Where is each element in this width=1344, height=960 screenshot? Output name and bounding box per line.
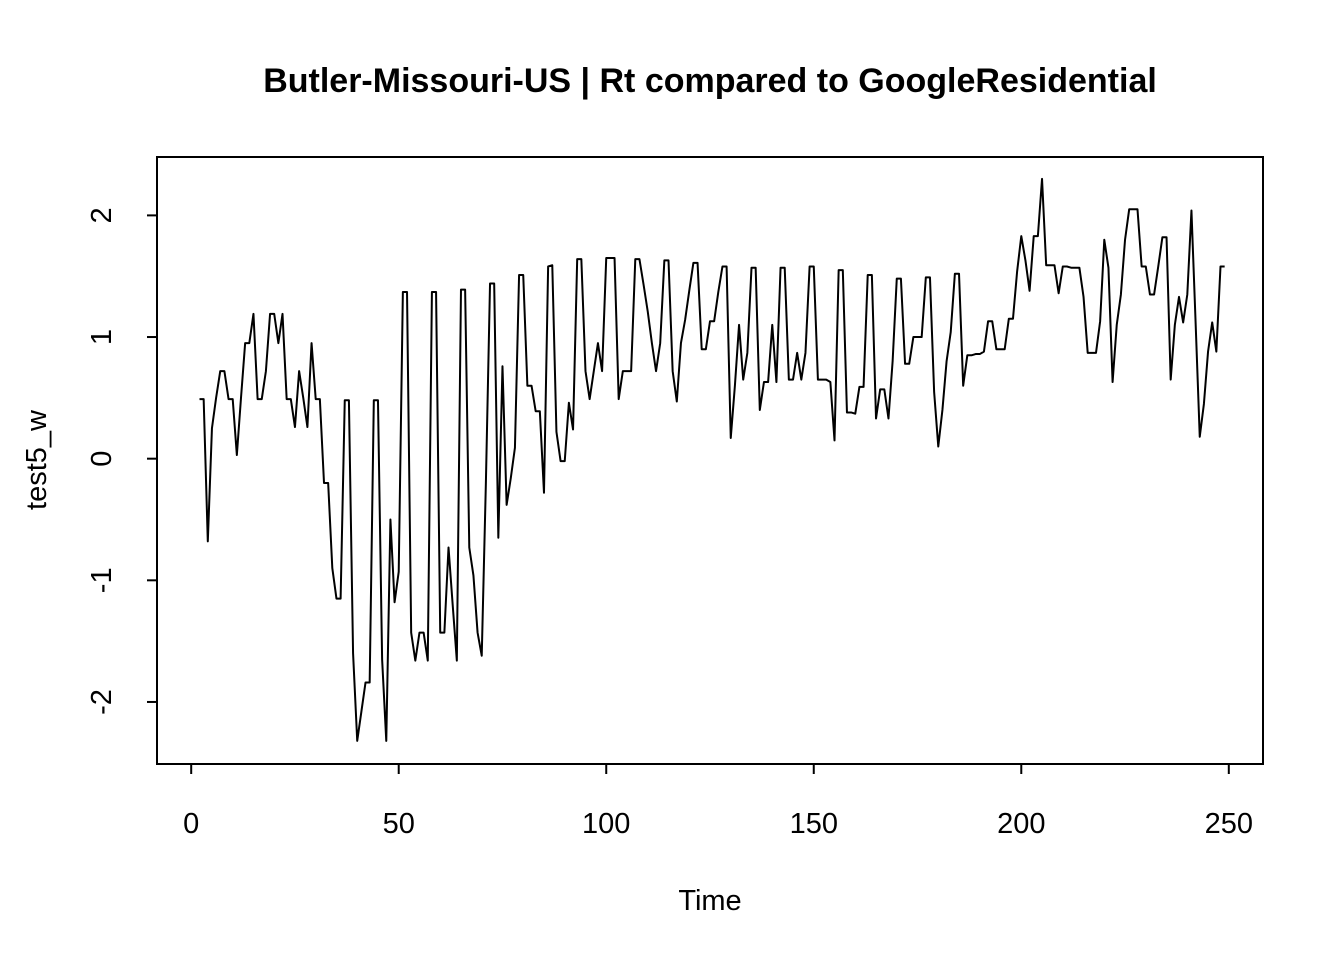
y-tick-label: 1: [86, 329, 118, 345]
y-axis: -2 -1 0 1 2: [86, 207, 158, 715]
y-tick-label: -2: [86, 689, 118, 715]
y-tick-label: 2: [86, 207, 118, 223]
x-tick-label: 200: [997, 808, 1045, 840]
x-tick-label: 250: [1205, 808, 1253, 840]
series-line-test5_w: [199, 177, 1225, 742]
chart-title: Butler-Missouri-US | Rt compared to Goog…: [263, 62, 1157, 100]
x-tick-label: 150: [790, 808, 838, 840]
y-tick-label: -1: [86, 567, 118, 593]
y-tick-label: 0: [86, 451, 118, 467]
x-tick-label: 100: [582, 808, 630, 840]
x-tick-label: 0: [183, 808, 199, 840]
x-axis-label: Time: [678, 885, 741, 917]
x-axis: 0 50 100 150 200 250: [183, 763, 1253, 840]
x-tick-label: 50: [383, 808, 415, 840]
y-axis-label: test5_w: [21, 409, 53, 510]
